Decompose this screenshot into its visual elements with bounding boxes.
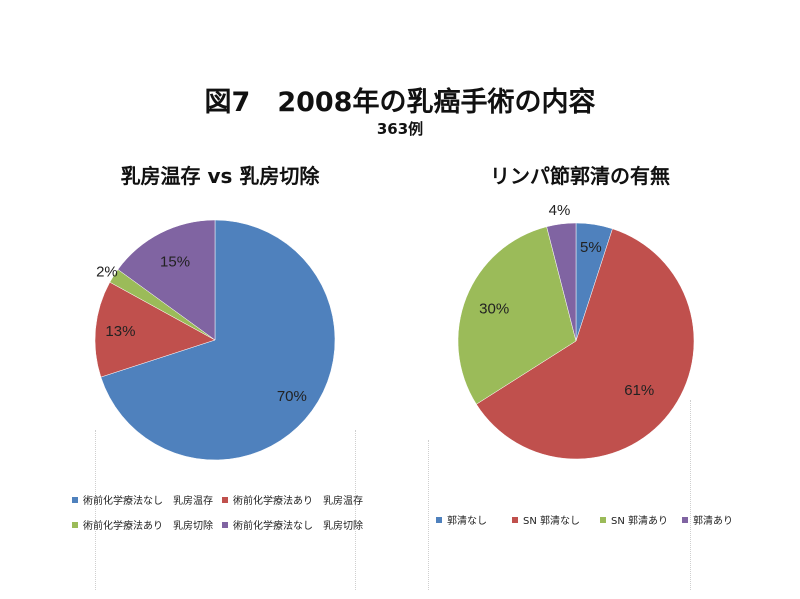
legend-label: 術前化学療法あり 乳房温存	[233, 496, 363, 507]
pie-slice	[546, 222, 577, 342]
legend-swatch	[72, 496, 78, 503]
slice-label: 70%	[277, 388, 307, 405]
legend-label: SN 郭清なし	[523, 516, 581, 527]
legend-item: SN 郭清なし	[512, 512, 580, 527]
legend-swatch	[72, 521, 78, 528]
page-title: 図7 2008年の乳癌手術の内容	[204, 87, 596, 118]
legend-item: 郭清なし	[436, 512, 487, 527]
legend-swatch	[512, 516, 518, 523]
legend-swatch	[682, 516, 688, 523]
divider-line	[690, 400, 691, 590]
slice-label: 15%	[160, 254, 190, 271]
legend-item: 郭清あり	[682, 512, 733, 527]
slice-label: 30%	[479, 301, 509, 318]
divider-line	[428, 440, 429, 590]
chart-title-lymph: リンパ節郭清の有無	[490, 164, 670, 188]
legend-item: 術前化学療法あり 乳房温存	[222, 492, 363, 507]
page-subtitle: 363例	[376, 120, 424, 138]
pie-slice	[100, 219, 336, 461]
legend-item: 術前化学療法なし 乳房切除	[222, 517, 363, 532]
legend-label: 術前化学療法なし 乳房温存	[83, 496, 213, 507]
legend-swatch	[222, 521, 228, 528]
slice-label: 4%	[549, 202, 571, 219]
pie-slice	[457, 226, 577, 405]
legend-item: 術前化学療法なし 乳房温存	[72, 492, 213, 507]
legend-swatch	[436, 516, 442, 523]
chart-title-breast: 乳房温存 vs 乳房切除	[120, 164, 320, 188]
slice-label: 2%	[96, 263, 118, 280]
divider-line	[95, 430, 96, 590]
legend-swatch	[600, 516, 606, 523]
legend-label: 郭清なし	[447, 516, 487, 527]
pie-slice	[476, 228, 695, 460]
slice-label: 13%	[105, 323, 135, 340]
legend-item: SN 郭清あり	[600, 512, 668, 527]
slice-label: 5%	[580, 239, 602, 256]
divider-line	[355, 430, 356, 590]
pie-slice	[117, 219, 216, 341]
legend-label: SN 郭清あり	[611, 516, 669, 527]
slice-label: 61%	[624, 382, 654, 399]
legend-label: 郭清あり	[693, 516, 733, 527]
pie-slice	[94, 281, 216, 378]
legend-swatch	[222, 496, 228, 503]
legend-label: 術前化学療法あり 乳房切除	[83, 521, 213, 532]
legend-label: 術前化学療法なし 乳房切除	[233, 521, 363, 532]
legend-item: 術前化学療法あり 乳房切除	[72, 517, 213, 532]
